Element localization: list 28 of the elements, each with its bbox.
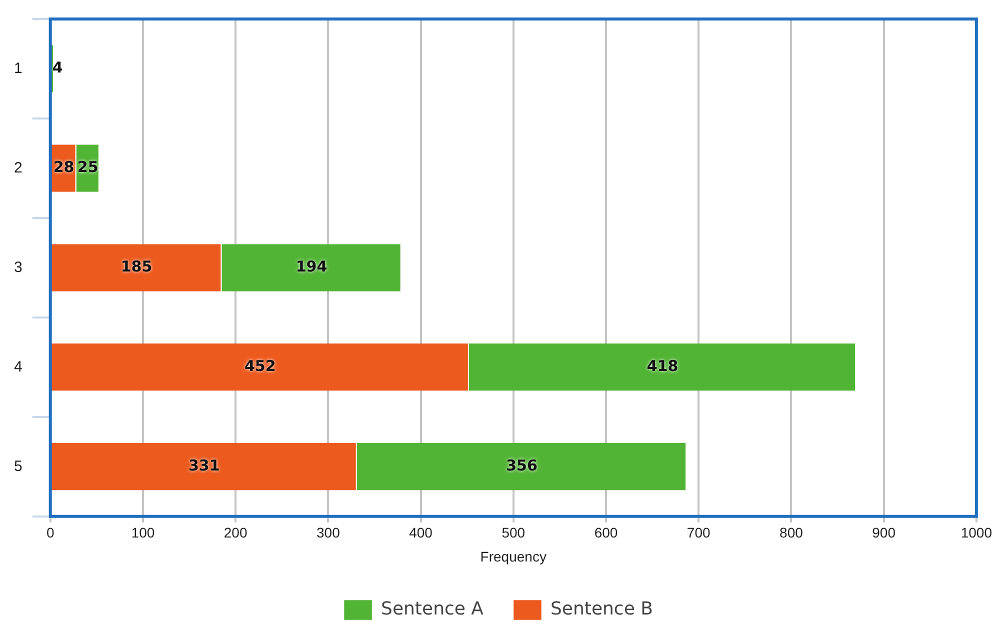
x-tick-label: 600 (594, 524, 618, 541)
data-label: 28 (53, 158, 74, 176)
data-label: 25 (77, 158, 98, 176)
y-tick-label: 2 (14, 159, 22, 176)
data-label: 331 (188, 456, 220, 475)
x-tick-label: 700 (686, 524, 710, 541)
x-tick-label: 400 (409, 524, 433, 541)
legend-label: Sentence B (550, 598, 653, 620)
x-tick-label: 300 (316, 524, 340, 541)
x-tick-label: 200 (224, 524, 248, 541)
x-tick-label: 900 (872, 524, 896, 541)
x-tick-label: 100 (131, 524, 155, 541)
legend-label: Sentence A (381, 598, 484, 620)
y-tick-label: 3 (14, 258, 22, 276)
x-tick-label: 0 (46, 524, 54, 541)
y-tick-label: 1 (14, 60, 22, 77)
data-label: 356 (506, 456, 538, 475)
x-axis-title: Frequency (480, 548, 546, 564)
data-label: 185 (120, 258, 152, 276)
y-tick-label: 4 (14, 358, 22, 376)
x-tick-label: 1000 (960, 524, 992, 541)
data-label: 452 (244, 357, 276, 376)
data-label: 194 (296, 258, 328, 276)
x-tick-label: 800 (780, 524, 804, 541)
data-label: 418 (646, 357, 678, 376)
y-tick-label: 5 (14, 458, 22, 475)
data-label: 4 (52, 58, 63, 77)
x-tick-label: 500 (502, 524, 526, 541)
